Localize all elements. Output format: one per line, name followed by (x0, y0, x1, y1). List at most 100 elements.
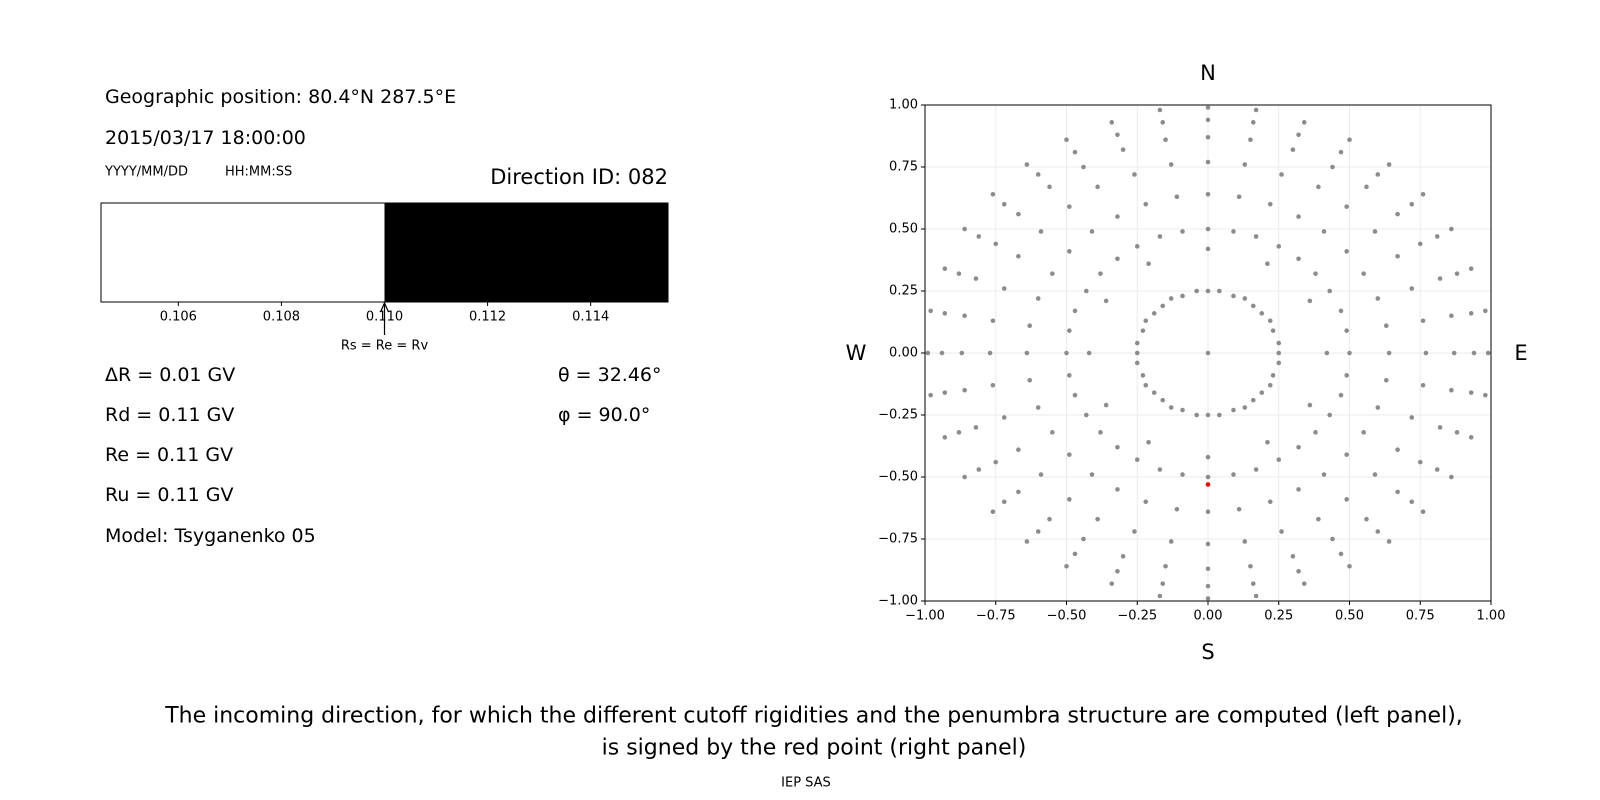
direction-point (942, 435, 948, 440)
y-tick-label: −1.00 (878, 594, 918, 609)
direction-point (1160, 120, 1166, 125)
compass-west: W (846, 341, 867, 365)
direction-point (1242, 162, 1248, 167)
direction-point (1454, 430, 1460, 435)
direction-point (1134, 457, 1140, 462)
direction-point (1231, 407, 1236, 413)
direction-point (1095, 184, 1100, 190)
direction-point (1084, 288, 1089, 294)
direction-point (973, 425, 979, 430)
direction-point (1027, 323, 1033, 329)
direction-point (1316, 516, 1321, 522)
direction-point (1064, 563, 1069, 569)
direction-point (1086, 350, 1092, 356)
direction-point (1160, 581, 1166, 586)
phi: φ = 90.0° (558, 404, 650, 426)
direction-point (976, 467, 982, 472)
direction-point (1327, 288, 1332, 294)
direction-point (1242, 405, 1248, 410)
direction-point (1338, 392, 1344, 398)
direction-point (1344, 249, 1349, 254)
y-tick-label: 0.00 (889, 346, 918, 361)
direction-point (1047, 516, 1052, 522)
direction-point (1276, 457, 1282, 462)
direction-point (1253, 593, 1259, 599)
direction-point (1409, 499, 1415, 505)
direction-point (1307, 298, 1313, 304)
x-tick-label: 0.106 (160, 310, 197, 325)
direction-point (1072, 308, 1078, 314)
direction-point (1242, 539, 1248, 544)
direction-point (1375, 405, 1381, 410)
x-tick-label: 0.25 (1264, 609, 1293, 624)
x-tick-label: 0.108 (263, 310, 300, 325)
direction-point (1134, 350, 1140, 356)
direction-point (1270, 373, 1276, 378)
direction-point (1205, 566, 1211, 572)
direction-point (1115, 132, 1120, 138)
footer: IEP SAS (781, 776, 831, 791)
direction-point (1024, 162, 1030, 167)
direction-point (1375, 529, 1381, 534)
direction-point (1115, 444, 1120, 450)
direction-point (1364, 516, 1369, 522)
direction-point (1451, 350, 1457, 356)
direction-point (962, 226, 967, 232)
direction-point (1409, 415, 1415, 420)
direction-point (1296, 132, 1301, 138)
penumbra-segment (101, 203, 385, 302)
direction-point (1072, 392, 1078, 398)
direction-point (1265, 261, 1270, 267)
direction-point (1395, 211, 1400, 217)
direction-point (1115, 214, 1120, 219)
direction-point (1316, 184, 1321, 190)
direction-point (1180, 293, 1185, 299)
direction-point (1143, 499, 1149, 505)
direction-point (1265, 439, 1270, 445)
direction-point (1205, 159, 1211, 165)
direction-point (1205, 226, 1211, 232)
direction-point (1163, 137, 1168, 143)
direction-point (1395, 447, 1400, 453)
direction-point (1174, 506, 1180, 512)
direction-point (1205, 454, 1211, 460)
direction-point (1296, 487, 1301, 492)
direction-point (1072, 551, 1078, 557)
compass-east: E (1514, 341, 1527, 365)
marker-label: Rs = Re = Rv (341, 339, 429, 354)
direction-point (1290, 147, 1296, 152)
direction-point (1253, 234, 1259, 239)
direction-point (1140, 373, 1146, 378)
direction-point (1134, 360, 1140, 366)
direction-point (1250, 120, 1256, 125)
direction-point (942, 311, 948, 316)
direction-point (1330, 164, 1335, 170)
direction-point (1395, 253, 1400, 259)
direction-point (1038, 229, 1044, 234)
direction-point (1120, 147, 1126, 152)
direction-point (1276, 340, 1282, 346)
direction-point (1180, 407, 1185, 413)
direction-point (1157, 593, 1163, 599)
direction-point (1151, 390, 1157, 395)
direction-point (1205, 596, 1211, 601)
direction-point (1157, 467, 1163, 472)
direction-point (1205, 117, 1211, 123)
direction-point (1259, 390, 1265, 395)
time-format: HH:MM:SS (225, 165, 292, 180)
direction-point (1035, 529, 1041, 534)
direction-point (1301, 120, 1307, 125)
geo-position: Geographic position: 80.4°N 287.5°E (105, 86, 456, 108)
direction-point (1064, 137, 1069, 143)
direction-point (1420, 318, 1426, 324)
direction-point (1449, 474, 1454, 480)
direction-point (1409, 286, 1415, 291)
direction-point (1375, 296, 1381, 301)
direction-point (1050, 430, 1055, 435)
direction-point (1267, 382, 1273, 388)
direction-point (1205, 412, 1211, 418)
direction-point (1361, 430, 1366, 435)
penumbra-segment (384, 203, 668, 302)
direction-point (1038, 472, 1044, 477)
